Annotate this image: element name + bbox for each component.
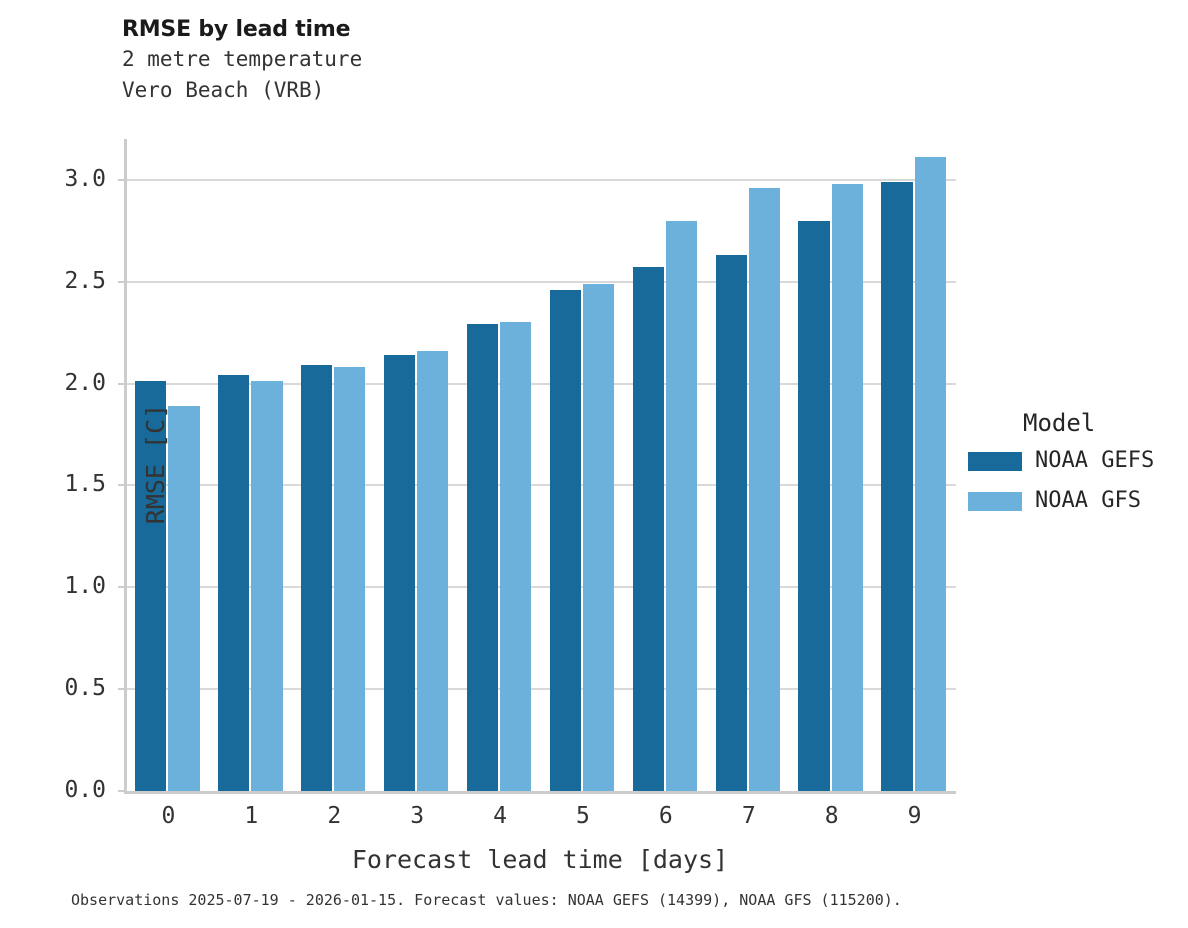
- bar: [881, 181, 913, 791]
- y-axis-tick: [118, 280, 125, 283]
- gridline: [127, 382, 956, 385]
- x-axis-tick-label: 0: [161, 803, 176, 829]
- title-block: RMSE by lead time 2 metre temperature Ve…: [122, 16, 822, 106]
- gridline: [127, 586, 956, 589]
- bar: [798, 220, 830, 791]
- x-axis-tick-label: 7: [741, 803, 756, 829]
- bar: [383, 354, 416, 791]
- x-axis-tick-label: 5: [576, 803, 590, 829]
- y-axis-tick-label: 2.0: [64, 369, 106, 396]
- bar: [665, 220, 697, 791]
- y-axis-tick: [118, 586, 125, 589]
- footer-note: Observations 2025-07-19 - 2026-01-15. Fo…: [71, 891, 902, 909]
- gridline: [127, 280, 956, 283]
- legend-item[interactable]: NOAA GEFS: [968, 444, 1188, 478]
- bar: [914, 157, 946, 791]
- x-axis-tick-label: 4: [493, 803, 507, 829]
- legend-rows: NOAA GEFS NOAA GFS: [968, 444, 1188, 518]
- bar: [582, 283, 615, 791]
- bar: [466, 324, 499, 791]
- y-axis-tick-label: 0.0: [64, 777, 106, 803]
- bar: [748, 187, 780, 791]
- y-axis-tick: [118, 178, 125, 181]
- y-axis-title: RMSE [C]: [141, 403, 170, 525]
- x-axis-tick-label: 8: [824, 803, 839, 829]
- page-title: RMSE by lead time: [122, 17, 351, 42]
- legend-item-label: NOAA GFS: [1035, 488, 1141, 513]
- bar: [500, 322, 532, 791]
- bar: [251, 381, 283, 791]
- bar: [334, 367, 366, 791]
- y-axis-tick: [118, 484, 125, 487]
- chart-subtitle-variable: 2 metre temperature: [122, 47, 363, 71]
- legend-swatch-icon: [968, 491, 1022, 511]
- y-axis-tick-label: 2.5: [64, 267, 106, 294]
- bars-layer: [127, 139, 956, 791]
- bar: [135, 381, 167, 791]
- bar: [632, 267, 664, 791]
- bar: [417, 350, 449, 791]
- legend: Model NOAA GEFS NOAA GFS: [968, 408, 1188, 518]
- x-axis-tick-label: 3: [410, 803, 425, 829]
- x-axis-title: Forecast lead time [days]: [351, 845, 729, 874]
- y-axis-tick: [118, 382, 125, 385]
- x-axis-tick-label: 9: [907, 803, 922, 829]
- x-axis-tick-label: 1: [244, 803, 259, 829]
- chart-subtitle-location: Vero Beach (VRB): [122, 78, 325, 102]
- gridline: [127, 484, 956, 487]
- bar: [168, 405, 200, 791]
- legend-title: Model: [1023, 409, 1096, 437]
- x-axis-tick-labels: 0 1 2 3 4 5 6 7 8 9: [127, 801, 956, 841]
- bar: [831, 183, 863, 791]
- bar: [218, 375, 250, 791]
- y-axis-tick: [118, 790, 125, 792]
- x-axis-line: [124, 791, 956, 794]
- bar: [549, 289, 581, 791]
- y-axis-line: [124, 139, 127, 794]
- x-axis-tick-label: 2: [327, 803, 342, 829]
- y-axis-tick: [118, 688, 125, 691]
- y-axis-tick-label: 3.0: [64, 165, 106, 192]
- legend-item[interactable]: NOAA GFS: [968, 484, 1188, 518]
- gridline: [127, 688, 956, 691]
- gridline: [127, 178, 956, 181]
- plot-area: 0 1 2 3 4 5 6 7 8 9 RMSE [C]: [118, 139, 956, 829]
- y-axis-tick-label: 1.5: [64, 471, 106, 498]
- y-axis-tick-label: 1.0: [64, 573, 106, 600]
- x-axis-tick-label: 6: [658, 803, 673, 829]
- bar: [715, 255, 747, 791]
- bar: [301, 365, 333, 791]
- legend-item-label: NOAA GEFS: [1035, 448, 1155, 473]
- y-axis-tick-label: 0.5: [64, 675, 106, 702]
- legend-swatch-icon: [968, 451, 1022, 471]
